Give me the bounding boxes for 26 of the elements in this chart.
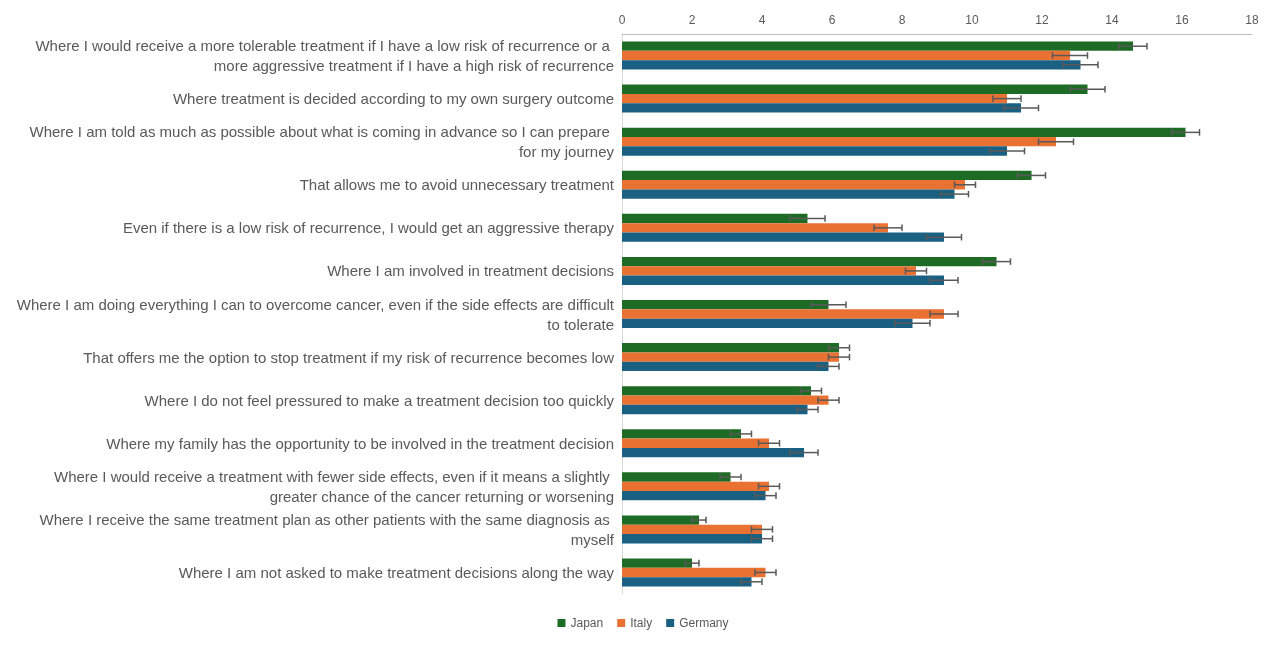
x-tick-label: 8 xyxy=(898,13,906,27)
legend-label: Japan xyxy=(570,616,604,630)
y-tick-label: Where I receive the same treatment plan as other patients with the same diagnosis as myself xyxy=(39,510,615,548)
y-tick-label: Even if there is a low risk of recurrence, I would get an aggressive therapy xyxy=(122,219,615,237)
y-tick-label: Where my family has the opportunity to be involved in the treatment decision xyxy=(106,434,614,452)
x-tick-label: 10 xyxy=(965,13,979,27)
y-tick-label: Where treatment is decided according to my own surgery outcome xyxy=(172,90,614,108)
x-tick-label: 16 xyxy=(1175,13,1189,27)
y-tick-label: Where I would receive a treatment with fewer side effects, even if it means a slightly greater chance of the cancer returning or worsening xyxy=(54,467,614,505)
y-tick-label: Where I am involved in treatment decisions xyxy=(327,262,614,280)
x-tick-label: 14 xyxy=(1105,13,1119,27)
x-tick-label: 2 xyxy=(688,13,696,27)
legend-label: Italy xyxy=(630,616,653,630)
x-tick-label: 4 xyxy=(758,13,766,27)
x-tick-label: 6 xyxy=(828,13,836,27)
y-tick-label: That offers me the option to stop treatment if my risk of recurrence becomes low xyxy=(83,348,615,366)
legend-label: Germany xyxy=(679,616,729,630)
y-tick-label: Where I would receive a more tolerable treatment if I have a low risk of recurrence or a more aggressive treatment if I have a high risk of recurrence xyxy=(35,37,614,75)
y-tick-label: Where I do not feel pressured to make a treatment decision too quickly xyxy=(144,391,615,409)
x-tick-label: 12 xyxy=(1035,13,1049,27)
y-tick-label: That allows me to avoid unnecessary treatment xyxy=(299,176,615,194)
y-tick-label: Where I am not asked to make treatment decisions along the way xyxy=(178,563,615,581)
x-tick-label: 18 xyxy=(1245,13,1259,27)
y-tick-label: Where I am told as much as possible about what is coming in advance so I can prepare for my journey xyxy=(29,123,615,161)
y-tick-label: Where I am doing everything I can to overcome cancer, even if the side effects are difficult to tolerate xyxy=(16,295,615,333)
x-tick-label: 0 xyxy=(618,13,626,27)
